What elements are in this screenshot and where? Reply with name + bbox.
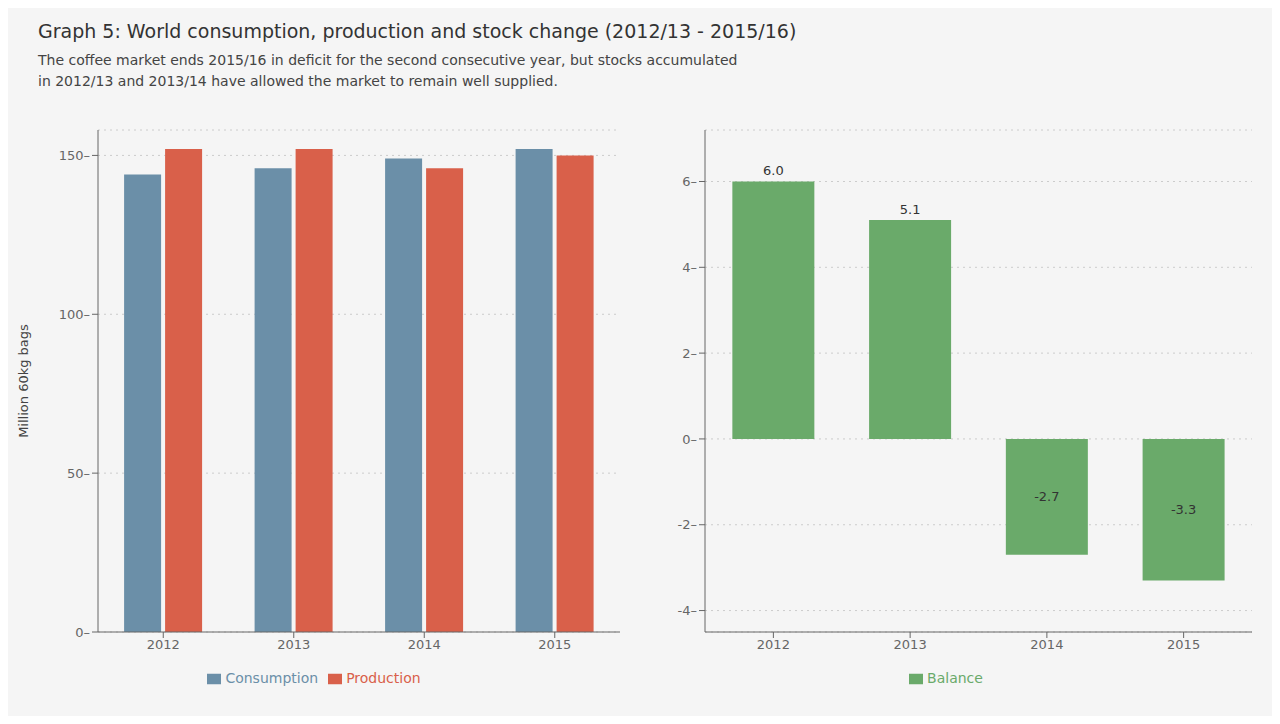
svg-text:0–: 0– xyxy=(75,625,90,640)
svg-text:2012: 2012 xyxy=(757,637,790,652)
svg-text:100–: 100– xyxy=(59,307,90,322)
html-text:The coffee market ends 2015/16: The coffee market ends 2015/16 in defici… xyxy=(38,52,738,89)
svg-text:-3.3: -3.3 xyxy=(1171,502,1196,517)
svg-text:2012: 2012 xyxy=(147,637,180,652)
svg-text:150–: 150– xyxy=(59,148,90,163)
svg-text:Million 60kg bags: Million 60kg bags xyxy=(16,324,31,438)
svg-text:0–: 0– xyxy=(682,432,697,447)
svg-text:50–: 50– xyxy=(67,466,90,481)
svg-text:-2–: -2– xyxy=(678,517,697,532)
svg-text:-4–: -4– xyxy=(678,603,697,618)
svg-text:-2.7: -2.7 xyxy=(1034,489,1059,504)
html-text:Balance: Balance xyxy=(927,670,983,686)
svg-text:2013: 2013 xyxy=(894,637,927,652)
html-text:Graph 5: World consumption, pr: Graph 5: World consumption, production a… xyxy=(38,20,797,42)
html-text:Consumption: Consumption xyxy=(225,670,319,686)
svg-text:2014: 2014 xyxy=(408,637,441,652)
svg-text:4–: 4– xyxy=(682,260,697,275)
svg-text:6.0: 6.0 xyxy=(763,163,784,178)
svg-text:2–: 2– xyxy=(682,346,697,361)
svg-text:6–: 6– xyxy=(682,174,697,189)
svg-text:2013: 2013 xyxy=(277,637,310,652)
svg-text:2014: 2014 xyxy=(1030,637,1063,652)
svg-text:2015: 2015 xyxy=(538,637,571,652)
svg-text:5.1: 5.1 xyxy=(900,202,921,217)
html-text:Production: Production xyxy=(346,670,421,686)
svg-text:2015: 2015 xyxy=(1167,637,1200,652)
